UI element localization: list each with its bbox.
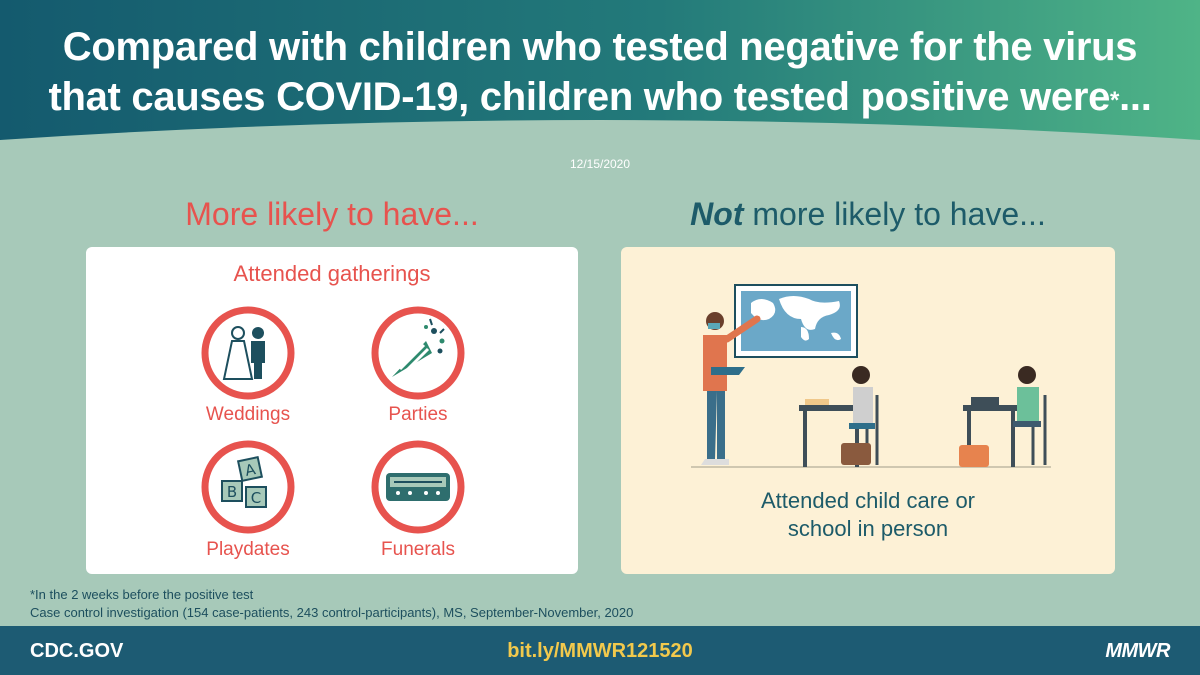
not-emphasis: Not (690, 196, 744, 232)
title-line-1: Compared with children who tested negati… (62, 25, 1138, 69)
school-caption-line-2: school in person (787, 516, 949, 541)
gatherings-title: Attended gatherings (233, 261, 431, 286)
cdc-gov-link[interactable]: CDC.GOV (30, 640, 124, 662)
abc-blocks-icon: A B C (201, 440, 295, 534)
weddings-label: Weddings (205, 404, 291, 425)
classroom-illustration (691, 284, 1051, 468)
mmwr-brand: MMWR (1105, 640, 1170, 662)
gatherings-card: Attended gatherings Weddings Parties A B… (86, 247, 578, 574)
block-letter-c: C (251, 489, 261, 507)
header-banner: Compared with children who tested negati… (0, 0, 1200, 150)
parties-label: Parties (388, 404, 448, 425)
footnote-1: *In the 2 weeks before the positive test (30, 587, 254, 602)
bottom-bar: bit.ly/MMWR121520 CDC.GOV MMWR (0, 626, 1200, 675)
playdates-label: Playdates (206, 539, 290, 560)
party-popper-icon (371, 306, 465, 400)
page-title: Compared with children who tested negati… (20, 22, 1180, 122)
footnote-2: Case control investigation (154 case-pat… (30, 605, 634, 620)
school-caption: Attended child care or school in person (621, 487, 1115, 543)
more-likely-heading: More likely to have... (185, 196, 479, 232)
block-letter-b: B (227, 483, 237, 501)
title-line-2-text: that causes COVID-19, children who teste… (48, 75, 1111, 119)
mmwr-link[interactable]: bit.ly/MMWR121520 (507, 640, 693, 662)
title-line-2: that causes COVID-19, children who teste… (20, 72, 1180, 122)
publish-date: 12/15/2020 (569, 157, 631, 171)
footnote-mark: * (1110, 87, 1120, 114)
not-heading-rest: more likely to have... (743, 196, 1046, 232)
school-caption-line-1: Attended child care or (760, 488, 976, 513)
block-letter-a: A (243, 460, 258, 480)
title-ellipsis: ... (1119, 75, 1152, 119)
not-more-likely-heading: Not more likely to have... (621, 196, 1115, 233)
wedding-couple-icon (201, 306, 295, 400)
funerals-label: Funerals (381, 539, 455, 560)
casket-icon (371, 440, 465, 534)
header-background (0, 0, 1200, 140)
school-card: Attended child care or school in person (621, 247, 1115, 574)
